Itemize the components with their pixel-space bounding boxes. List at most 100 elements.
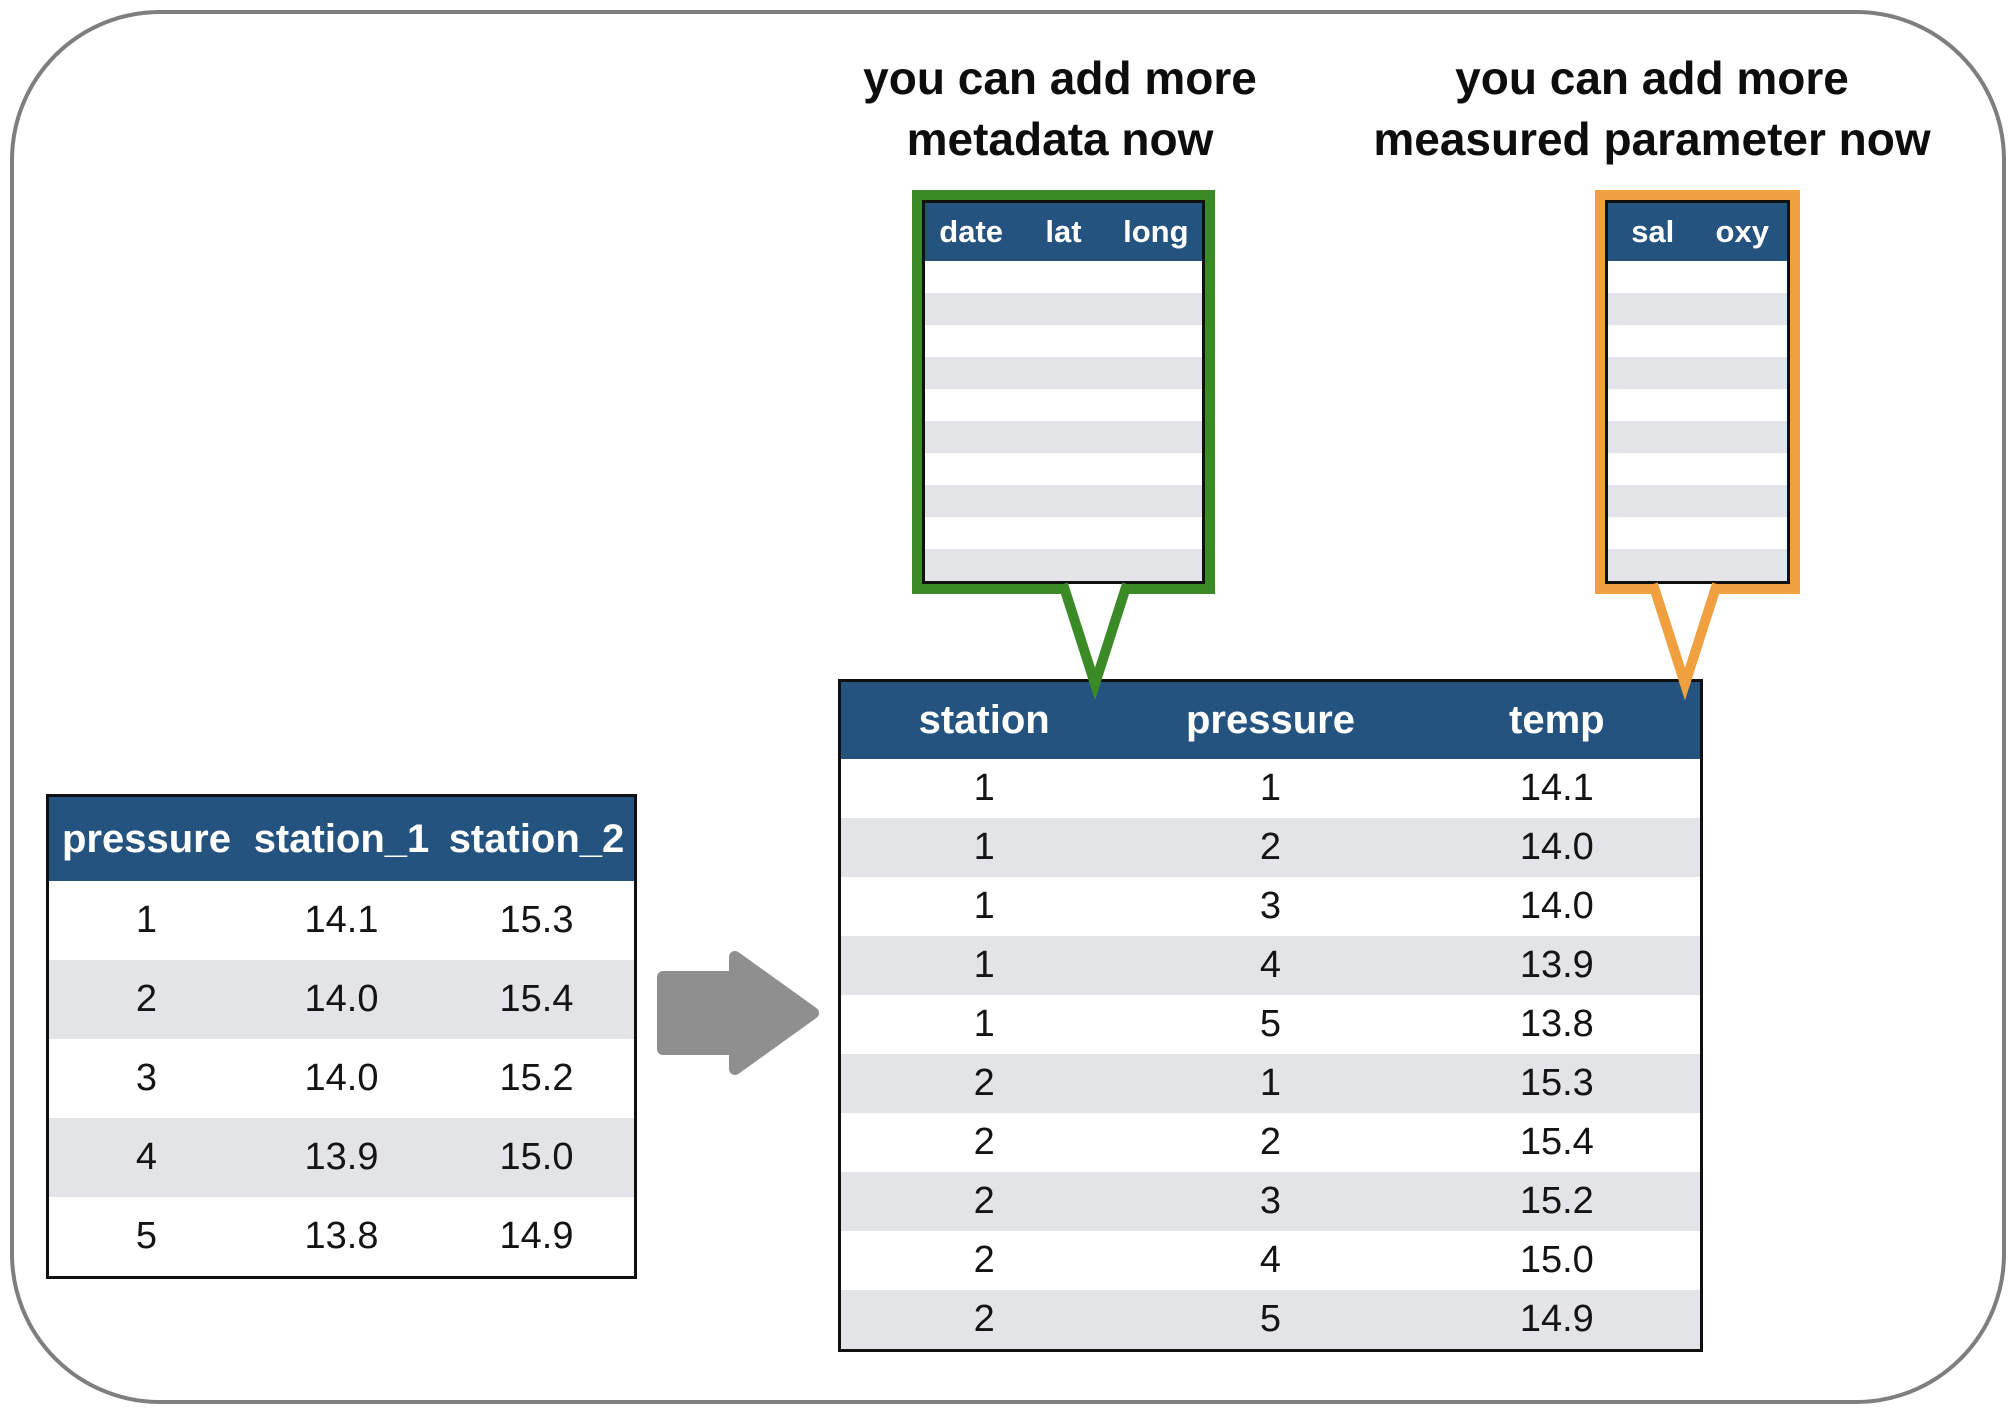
cell: 4 (135, 1136, 158, 1178)
empty-row (1608, 421, 1787, 453)
cell: 13.8 (304, 1215, 379, 1257)
metadata-callout-pointer-icon (1058, 582, 1132, 701)
cell: 14.0 (304, 1057, 379, 1099)
table-row: 1 5 13.8 (841, 995, 1700, 1054)
parameter-callout-table: sal oxy (1605, 200, 1790, 584)
cell: 1 (973, 767, 995, 809)
empty-row (925, 293, 1202, 325)
cell: 1 (973, 885, 995, 927)
table-row: 1 3 14.0 (841, 877, 1700, 936)
cell: 2 (973, 1062, 995, 1104)
empty-row (925, 517, 1202, 549)
long-format-table: station pressure temp 1 1 14.1 1 2 14.0 1 3 14.0 1 4 1… (838, 679, 1703, 1352)
cell: 15.4 (1519, 1121, 1594, 1163)
table-row: 4 13.9 15.0 (49, 1118, 634, 1197)
cell: 2 (135, 978, 158, 1020)
empty-row (925, 325, 1202, 357)
header-cell: date (939, 214, 1004, 249)
cell: 5 (1259, 1298, 1282, 1340)
cell: 3 (135, 1057, 158, 1099)
cell: 1 (1259, 1062, 1282, 1104)
table-row: 3 14.0 15.2 (49, 1039, 634, 1118)
table-row: 2 14.0 15.4 (49, 960, 634, 1039)
cell: 15.0 (499, 1136, 574, 1178)
callout-parameter-table-header-row: sal oxy (1608, 203, 1787, 261)
callout-metadata-table-header-row: date lat long (925, 203, 1202, 261)
empty-row (925, 389, 1202, 421)
cell: 1 (973, 826, 995, 868)
table-row: 2 3 15.2 (841, 1172, 1700, 1231)
wide-table-header-row: pressure station_1 station_2 (49, 797, 634, 881)
cell: 2 (973, 1298, 995, 1340)
cell: 13.8 (1519, 1003, 1594, 1045)
empty-row (1608, 517, 1787, 549)
empty-row (925, 261, 1202, 293)
table-row: 2 1 15.3 (841, 1054, 1700, 1113)
table-row: 2 5 14.9 (841, 1290, 1700, 1349)
empty-row (1608, 357, 1787, 389)
cell: 2 (1259, 1121, 1282, 1163)
table-row: 2 2 15.4 (841, 1113, 1700, 1172)
header-cell: pressure (62, 816, 231, 861)
metadata-callout: date lat long (912, 190, 1215, 594)
table-row: 1 4 13.9 (841, 936, 1700, 995)
cell: 1 (1259, 767, 1282, 809)
cell: 15.3 (499, 899, 574, 941)
cell: 1 (973, 944, 995, 986)
header-cell: long (1123, 214, 1189, 249)
cell: 1 (135, 899, 158, 941)
cell: 4 (1259, 944, 1282, 986)
cell: 4 (1259, 1239, 1282, 1281)
cell: 3 (1259, 1180, 1282, 1222)
cell: 14.0 (304, 978, 379, 1020)
header-cell: sal (1631, 214, 1675, 249)
cell: 13.9 (304, 1136, 379, 1178)
table-row: 1 1 14.1 (841, 759, 1700, 818)
cell: 2 (973, 1180, 995, 1222)
cell: 15.0 (1519, 1239, 1594, 1281)
table-row: 5 13.8 14.9 (49, 1197, 634, 1276)
cell: 1 (973, 1003, 995, 1045)
empty-row (925, 357, 1202, 389)
header-cell: station_2 (448, 816, 625, 861)
cell: 13.9 (1519, 944, 1594, 986)
cell: 5 (1259, 1003, 1282, 1045)
empty-row (1608, 325, 1787, 357)
empty-row (925, 549, 1202, 581)
cell: 2 (973, 1239, 995, 1281)
cell: 15.3 (1519, 1062, 1594, 1104)
cell: 15.2 (499, 1057, 574, 1099)
cell: 14.0 (1519, 885, 1594, 927)
cell: 5 (135, 1215, 158, 1257)
cell: 15.4 (499, 978, 574, 1020)
right-arrow-icon (657, 951, 819, 1075)
header-cell: temp (1509, 698, 1605, 742)
empty-row (1608, 453, 1787, 485)
parameter-callout: sal oxy (1595, 190, 1800, 594)
empty-row (1608, 261, 1787, 293)
table-row: 2 4 15.0 (841, 1231, 1700, 1290)
cell: 14.9 (1519, 1298, 1594, 1340)
header-cell: lat (1045, 214, 1082, 249)
table-row: 1 14.1 15.3 (49, 881, 634, 960)
header-cell: oxy (1715, 214, 1769, 249)
empty-row (1608, 549, 1787, 581)
empty-row (1608, 485, 1787, 517)
long-table-header-row: station pressure temp (841, 682, 1700, 759)
cell: 14.1 (304, 899, 379, 941)
table-row: 1 2 14.0 (841, 818, 1700, 877)
empty-row (1608, 389, 1787, 421)
cell: 14.0 (1519, 826, 1594, 868)
empty-row (925, 421, 1202, 453)
cell: 14.9 (499, 1215, 574, 1257)
cell: 2 (973, 1121, 995, 1163)
cell: 2 (1259, 826, 1282, 868)
annotation-metadata: you can add more metadata now (863, 52, 1257, 165)
empty-row (925, 485, 1202, 517)
cell: 14.1 (1519, 767, 1594, 809)
cell: 15.2 (1519, 1180, 1594, 1222)
cell: 3 (1259, 885, 1282, 927)
header-cell: station_1 (253, 816, 430, 861)
metadata-callout-table: date lat long (922, 200, 1205, 584)
header-cell: station (918, 698, 1050, 742)
